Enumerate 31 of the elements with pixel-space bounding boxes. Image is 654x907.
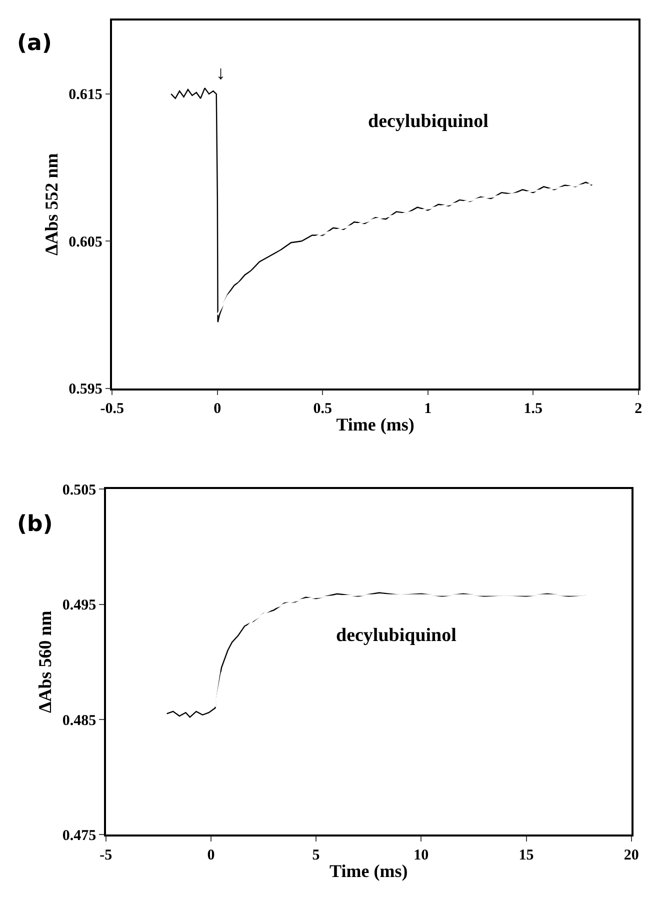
x-tick-label: 2	[634, 401, 642, 418]
line-series	[170, 87, 593, 323]
annotation: decylubiquinol	[368, 111, 488, 132]
line-series	[216, 182, 593, 316]
x-tick-label: 0	[207, 847, 215, 864]
y-tick-label: 0.615	[68, 87, 102, 104]
x-tick-label: 15	[518, 847, 534, 864]
x-tick-label: 0.5	[313, 401, 332, 418]
x-tick-label: 20	[624, 847, 639, 864]
y-tick-label: 0.485	[62, 712, 96, 729]
x-axis-title: Time (ms)	[330, 861, 408, 882]
y-tick-label: 0.505	[62, 482, 96, 498]
x-tick-label: 1.5	[524, 401, 543, 418]
text: (b)	[17, 512, 53, 537]
x-tick-label: 0	[214, 401, 222, 418]
text: (a)	[17, 31, 52, 56]
y-tick-label: 0.495	[62, 598, 96, 614]
annotation: ↓	[216, 63, 226, 84]
y-axis-title: ΔAbs 560 nm	[35, 610, 56, 714]
y-tick-label: 0.595	[68, 382, 102, 398]
y-axis-title: ΔAbs 552 nm	[41, 153, 62, 256]
x-tick-label: 1	[424, 401, 432, 418]
y-tick-label: 0.475	[62, 828, 96, 844]
x-tick-label: -5	[100, 847, 112, 864]
x-tick-label: 10	[414, 847, 429, 864]
x-axis-title: Time (ms)	[336, 414, 414, 435]
annotation: decylubiquinol	[336, 625, 456, 646]
y-tick-label: 0.605	[68, 234, 102, 250]
x-tick-label: -0.5	[100, 401, 124, 418]
x-tick-label: 5	[312, 847, 320, 864]
line-series	[214, 594, 586, 708]
